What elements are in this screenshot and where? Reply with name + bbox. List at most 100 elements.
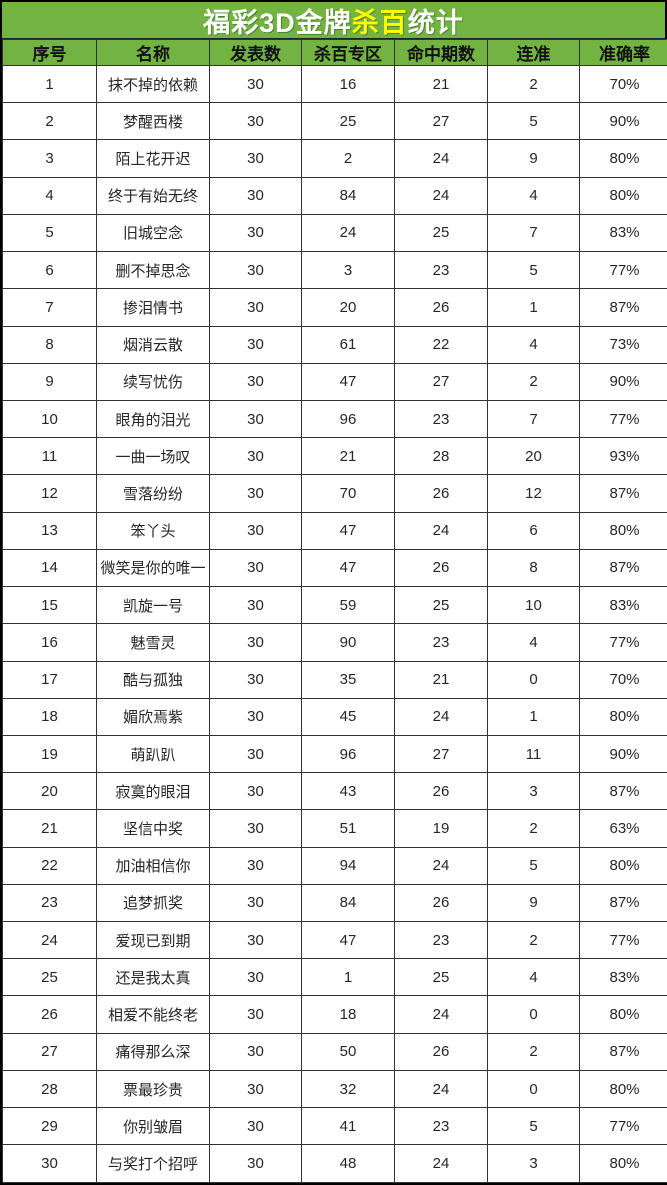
cell-accuracy: 93% — [579, 437, 667, 476]
cell-name: 萌趴趴 — [96, 734, 210, 774]
cell-kill-zone: 50 — [301, 1032, 395, 1071]
cell-index: 12 — [2, 474, 97, 513]
cell-index: 22 — [2, 846, 97, 885]
cell-index: 23 — [2, 883, 97, 923]
cell-name: 加油相信你 — [96, 846, 210, 885]
cell-accuracy: 80% — [579, 995, 667, 1034]
cell-accuracy: 80% — [579, 1144, 667, 1183]
header-row: 序号 名称 发表数 杀百专区 命中期数 连准 准确率 — [2, 39, 667, 66]
cell-hits: 28 — [394, 437, 488, 476]
table-row: 19 萌趴趴 30 96 27 11 90% — [2, 734, 667, 774]
cell-kill-zone: 16 — [301, 64, 395, 104]
cell-index: 24 — [2, 921, 97, 960]
cell-accuracy: 90% — [579, 362, 667, 401]
cell-hits: 23 — [394, 251, 488, 290]
cell-streak: 9 — [487, 883, 580, 923]
cell-hits: 23 — [394, 399, 488, 439]
table-row: 11 一曲一场叹 30 21 28 20 93% — [2, 437, 667, 476]
cell-kill-zone: 24 — [301, 213, 395, 253]
cell-index: 3 — [2, 139, 97, 178]
cell-hits: 23 — [394, 623, 488, 662]
cell-index: 10 — [2, 399, 97, 439]
cell-name: 凯旋一号 — [96, 586, 210, 625]
cell-name: 酷与孤独 — [96, 660, 210, 699]
cell-accuracy: 63% — [579, 809, 667, 848]
cell-accuracy: 80% — [579, 1069, 667, 1109]
cell-index: 5 — [2, 213, 97, 253]
cell-hits: 24 — [394, 139, 488, 178]
cell-published: 30 — [209, 846, 302, 885]
cell-streak: 9 — [487, 139, 580, 178]
cell-published: 30 — [209, 1144, 302, 1183]
cell-accuracy: 87% — [579, 1032, 667, 1071]
table-row: 14 微笑是你的唯一 30 47 26 8 87% — [2, 548, 667, 588]
cell-published: 30 — [209, 660, 302, 699]
cell-kill-zone: 84 — [301, 883, 395, 923]
cell-accuracy: 90% — [579, 102, 667, 141]
cell-hits: 25 — [394, 958, 488, 997]
cell-hits: 24 — [394, 995, 488, 1034]
cell-published: 30 — [209, 1107, 302, 1146]
cell-published: 30 — [209, 213, 302, 253]
cell-kill-zone: 96 — [301, 734, 395, 774]
table-row: 28 票最珍贵 30 32 24 0 80% — [2, 1069, 667, 1109]
cell-streak: 2 — [487, 362, 580, 401]
cell-accuracy: 87% — [579, 474, 667, 513]
cell-hits: 21 — [394, 660, 488, 699]
cell-index: 2 — [2, 102, 97, 141]
cell-hits: 23 — [394, 921, 488, 960]
cell-hits: 24 — [394, 846, 488, 885]
cell-name: 续写忧伤 — [96, 362, 210, 401]
cell-name: 终于有始无终 — [96, 176, 210, 215]
cell-kill-zone: 43 — [301, 772, 395, 811]
cell-published: 30 — [209, 586, 302, 625]
cell-streak: 0 — [487, 660, 580, 699]
table-row: 5 旧城空念 30 24 25 7 83% — [2, 213, 667, 253]
cell-published: 30 — [209, 176, 302, 215]
cell-streak: 5 — [487, 846, 580, 885]
cell-index: 18 — [2, 697, 97, 736]
cell-published: 30 — [209, 102, 302, 141]
cell-hits: 24 — [394, 176, 488, 215]
cell-name: 你别皱眉 — [96, 1107, 210, 1146]
cell-name: 抹不掉的依赖 — [96, 64, 210, 104]
cell-accuracy: 70% — [579, 660, 667, 699]
cell-accuracy: 83% — [579, 958, 667, 997]
cell-name: 掺泪情书 — [96, 288, 210, 327]
cell-streak: 7 — [487, 213, 580, 253]
cell-hits: 26 — [394, 883, 488, 923]
cell-hits: 26 — [394, 548, 488, 588]
cell-hits: 25 — [394, 213, 488, 253]
cell-name: 与奖打个招呼 — [96, 1144, 210, 1183]
cell-streak: 2 — [487, 921, 580, 960]
table-row: 16 魅雪灵 30 90 23 4 77% — [2, 623, 667, 662]
cell-name: 雪落纷纷 — [96, 474, 210, 513]
cell-name: 痛得那么深 — [96, 1032, 210, 1071]
cell-hits: 27 — [394, 734, 488, 774]
cell-published: 30 — [209, 288, 302, 327]
column-header-hits: 命中期数 — [394, 39, 488, 66]
table-row: 29 你别皱眉 30 41 23 5 77% — [2, 1107, 667, 1146]
table-row: 7 掺泪情书 30 20 26 1 87% — [2, 288, 667, 327]
cell-index: 13 — [2, 511, 97, 550]
cell-name: 坚信中奖 — [96, 809, 210, 848]
cell-accuracy: 77% — [579, 1107, 667, 1146]
cell-kill-zone: 35 — [301, 660, 395, 699]
cell-streak: 1 — [487, 288, 580, 327]
cell-kill-zone: 47 — [301, 921, 395, 960]
cell-streak: 7 — [487, 399, 580, 439]
cell-name: 还是我太真 — [96, 958, 210, 997]
cell-name: 一曲一场叹 — [96, 437, 210, 476]
cell-name: 魅雪灵 — [96, 623, 210, 662]
cell-streak: 2 — [487, 64, 580, 104]
cell-index: 28 — [2, 1069, 97, 1109]
cell-published: 30 — [209, 362, 302, 401]
cell-index: 19 — [2, 734, 97, 774]
table-row: 26 相爱不能终老 30 18 24 0 80% — [2, 995, 667, 1034]
cell-index: 11 — [2, 437, 97, 476]
column-header-name: 名称 — [96, 39, 210, 66]
column-header-streak: 连准 — [487, 39, 580, 66]
cell-accuracy: 80% — [579, 846, 667, 885]
cell-accuracy: 80% — [579, 511, 667, 550]
